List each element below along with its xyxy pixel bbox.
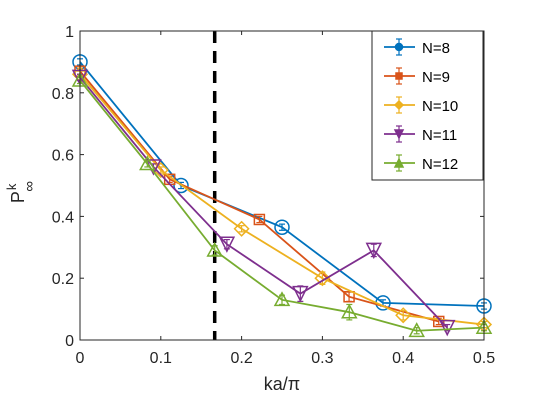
data-point — [253, 213, 266, 226]
y-tick-label: 0.6 — [52, 148, 74, 165]
data-point — [273, 291, 291, 307]
data-point — [395, 307, 412, 324]
x-tick-label: 0.5 — [473, 350, 495, 367]
data-point — [218, 236, 236, 253]
data-point — [365, 242, 383, 260]
y-axis-label: Pk ∞ — [4, 181, 38, 204]
series-layer — [71, 54, 493, 338]
y-tick-label: 1 — [65, 24, 74, 41]
axes-box — [79, 30, 485, 341]
series-line — [79, 73, 485, 326]
x-axis-label: ka/π — [264, 374, 300, 394]
x-tick-label: 0.2 — [230, 350, 252, 367]
legend-entry: N=11 — [384, 125, 457, 144]
data-point — [139, 155, 156, 171]
y-tick-label: 0.8 — [52, 86, 74, 103]
data-point — [439, 319, 456, 337]
legend-label: N=8 — [422, 40, 450, 57]
y-tick-label: 0.2 — [52, 271, 74, 288]
legend-entry: N=8 — [384, 38, 450, 57]
legend-label: N=12 — [422, 156, 458, 173]
y-tick-label: 0.4 — [52, 209, 74, 226]
legend-marker — [393, 99, 405, 111]
legend-label: N=10 — [422, 98, 458, 115]
series-line — [79, 76, 448, 329]
data-point — [173, 177, 189, 194]
data-point — [206, 241, 223, 257]
x-tick-label: 0.4 — [392, 350, 414, 367]
legend-marker — [393, 157, 405, 168]
legend-marker — [393, 129, 405, 140]
data-point — [233, 220, 250, 237]
data-point — [292, 285, 309, 303]
legend-label: N=11 — [422, 127, 457, 144]
svg-text:Pk∞: Pk ∞ — [4, 181, 38, 204]
y-tick-label: 0 — [65, 333, 74, 350]
data-point — [314, 270, 331, 287]
legend-entry: N=12 — [384, 154, 458, 173]
x-tick-label: 0.1 — [150, 350, 172, 367]
legend-marker — [394, 42, 404, 52]
y-axis-label-main: P — [8, 191, 28, 203]
legend-marker — [395, 72, 403, 80]
y-axis-label-sub: ∞ — [21, 181, 38, 192]
axes — [79, 30, 485, 341]
data-point — [433, 315, 445, 328]
legend: N=8 N=9 N=10 N=11 N=12 — [371, 30, 484, 181]
y-axis-label-sup: k — [4, 183, 19, 190]
legend-entry: N=9 — [384, 67, 450, 86]
data-point — [408, 322, 425, 338]
data-point — [341, 303, 358, 319]
data-point — [343, 290, 355, 303]
x-tick-label: 0.3 — [311, 350, 333, 367]
x-tick-label: 0 — [76, 350, 85, 367]
legend-label: N=9 — [422, 69, 450, 86]
ticks: 0 0.1 0.2 0.3 0.4 0.5 0 0.2 0.4 0.6 0.8 1 — [52, 24, 495, 367]
data-point — [274, 219, 290, 235]
legend-entry: N=10 — [384, 96, 458, 115]
